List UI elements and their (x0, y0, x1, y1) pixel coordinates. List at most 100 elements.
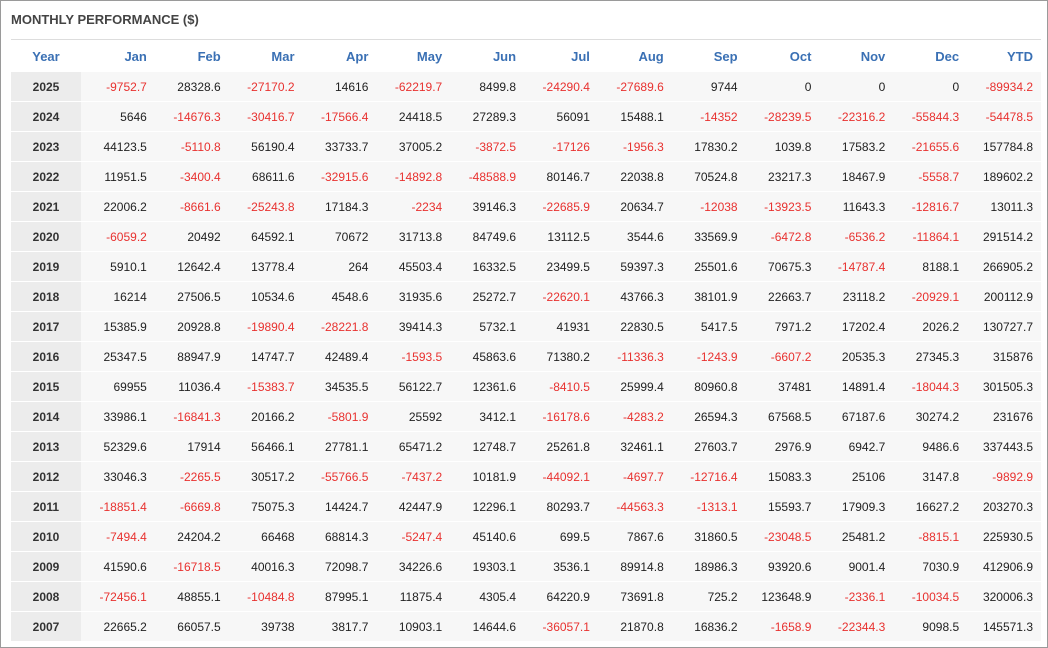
value-cell: -21655.6 (893, 131, 968, 162)
value-cell: 80960.8 (671, 371, 746, 402)
column-header: Oct (789, 49, 812, 64)
value-cell: 30274.2 (893, 401, 968, 432)
value-cell: 25272.7 (450, 281, 525, 312)
value-cell: 27781.1 (302, 431, 377, 462)
value-cell: -14352 (671, 101, 746, 132)
column-header: Nov (860, 49, 886, 64)
value-cell: 225930.5 (967, 521, 1041, 552)
value-cell: 12296.1 (450, 491, 525, 522)
table-row: 2013 52329.6 17914 56466.1 27781.1 65471.2 127… (11, 431, 1041, 462)
value-cell: 80293.7 (524, 491, 598, 522)
value-cell: 28328.6 (154, 71, 229, 102)
value-cell: 4305.4 (450, 581, 525, 612)
value-cell: 3817.7 (302, 611, 377, 641)
value-cell: 699.5 (524, 521, 598, 552)
value-cell: -17566.4 (302, 101, 377, 132)
value-cell: 89914.8 (597, 551, 672, 582)
value-cell: 7971.2 (745, 311, 820, 342)
value-cell: 66468 (228, 521, 303, 552)
value-cell: -6059.2 (81, 221, 155, 252)
value-cell: 14891.4 (819, 371, 894, 402)
value-cell: 44123.5 (81, 131, 155, 162)
value-cell: 337443.5 (967, 431, 1041, 462)
value-cell: -30416.7 (228, 101, 303, 132)
table-row: 2014 33986.1 -16841.3 20166.2 -5801.9 25592 34… (11, 401, 1041, 432)
value-cell: 13112.5 (524, 221, 598, 252)
value-cell: -18044.3 (893, 371, 968, 402)
value-cell: 87995.1 (302, 581, 377, 612)
year-cell: 2018 (11, 281, 81, 312)
table-row: 2020 -6059.2 20492 64592.1 70672 31713.8 84749… (11, 221, 1041, 252)
value-cell: 52329.6 (81, 431, 155, 462)
value-cell: -23048.5 (745, 521, 820, 552)
value-cell: -8410.5 (524, 371, 598, 402)
value-cell: 72098.7 (302, 551, 377, 582)
value-cell: 412906.9 (967, 551, 1041, 582)
value-cell: 5732.1 (450, 311, 525, 342)
value-cell: -4283.2 (597, 401, 672, 432)
table-row: 2023 44123.5 -5110.8 56190.4 33733.7 37005.2-… (11, 131, 1041, 162)
table-row: 2007 22665.2 66057.5 39738 3817.7 10903.1 1464… (11, 611, 1041, 641)
value-cell: 38101.9 (671, 281, 746, 312)
value-cell: 34226.6 (376, 551, 451, 582)
value-cell: 42489.4 (302, 341, 377, 372)
value-cell: -16718.5 (154, 551, 229, 582)
table-row: 2008 -72456.1 48855.1 -10484.8 87995.1 11875.… (11, 581, 1041, 612)
value-cell: 0 (745, 71, 820, 102)
value-cell: 22663.7 (745, 281, 820, 312)
value-cell: 10534.6 (228, 281, 303, 312)
value-cell: 17202.4 (819, 311, 894, 342)
value-cell: 39414.3 (376, 311, 451, 342)
value-cell: 45140.6 (450, 521, 525, 552)
value-cell: 157784.8 (967, 131, 1041, 162)
value-cell: 70675.3 (745, 251, 820, 282)
value-cell: 5910.1 (81, 251, 155, 282)
value-cell: -2234 (376, 191, 451, 222)
value-cell: 18986.3 (671, 551, 746, 582)
table-row: 2010 -7494.4 24204.2 66468 68814.3 -5247.4 451… (11, 521, 1041, 552)
value-cell: -16178.6 (524, 401, 598, 432)
value-cell: 70524.8 (671, 161, 746, 192)
year-cell: 2013 (11, 431, 81, 462)
value-cell: 130727.7 (967, 311, 1041, 342)
value-cell: 59397.3 (597, 251, 672, 282)
value-cell: -17126 (524, 131, 598, 162)
year-cell: 2017 (11, 311, 81, 342)
value-cell: 45503.4 (376, 251, 451, 282)
value-cell: 725.2 (671, 581, 746, 612)
value-cell: 17184.3 (302, 191, 377, 222)
value-cell: 315876 (967, 341, 1041, 372)
value-cell: 41590.6 (81, 551, 155, 582)
performance-table: Year Jan Feb Mar Apr May Jun Jul Aug Sep Oct Nov Dec… (11, 42, 1041, 641)
value-cell: 3536.1 (524, 551, 598, 582)
column-header: May (416, 49, 443, 64)
value-cell: 0 (893, 71, 968, 102)
value-cell: -2265.5 (154, 461, 229, 492)
value-cell: 11036.4 (154, 371, 229, 402)
value-cell: -44092.1 (524, 461, 598, 492)
value-cell: 8188.1 (893, 251, 968, 282)
value-cell: 3147.8 (893, 461, 968, 492)
value-cell: -14676.3 (154, 101, 229, 132)
value-cell: 11951.5 (81, 161, 155, 192)
value-cell: 18467.9 (819, 161, 894, 192)
value-cell: -25243.8 (228, 191, 303, 222)
table-body: 2025 -9752.7 28328.6 -27170.2 14616 -62219.7 8… (11, 71, 1041, 641)
value-cell: 33046.3 (81, 461, 155, 492)
table-row: 2021 22006.2 -8661.6 -25243.8 17184.3 -2234 39… (11, 191, 1041, 222)
value-cell: 291514.2 (967, 221, 1041, 252)
value-cell: 16836.2 (671, 611, 746, 641)
value-cell: 203270.3 (967, 491, 1041, 522)
value-cell: -12716.4 (671, 461, 746, 492)
value-cell: 64220.9 (524, 581, 598, 612)
value-cell: 20634.7 (597, 191, 672, 222)
table-row: 2024 5646 -14676.3 -30416.7 -17566.4 24418.5 2… (11, 101, 1041, 132)
year-cell: 2014 (11, 401, 81, 432)
value-cell: 40016.3 (228, 551, 303, 582)
value-cell: 200112.9 (967, 281, 1041, 312)
value-cell: 33733.7 (302, 131, 377, 162)
value-cell: -10484.8 (228, 581, 303, 612)
value-cell: -1243.9 (671, 341, 746, 372)
column-header: Aug (638, 49, 664, 64)
value-cell: -48588.9 (450, 161, 525, 192)
